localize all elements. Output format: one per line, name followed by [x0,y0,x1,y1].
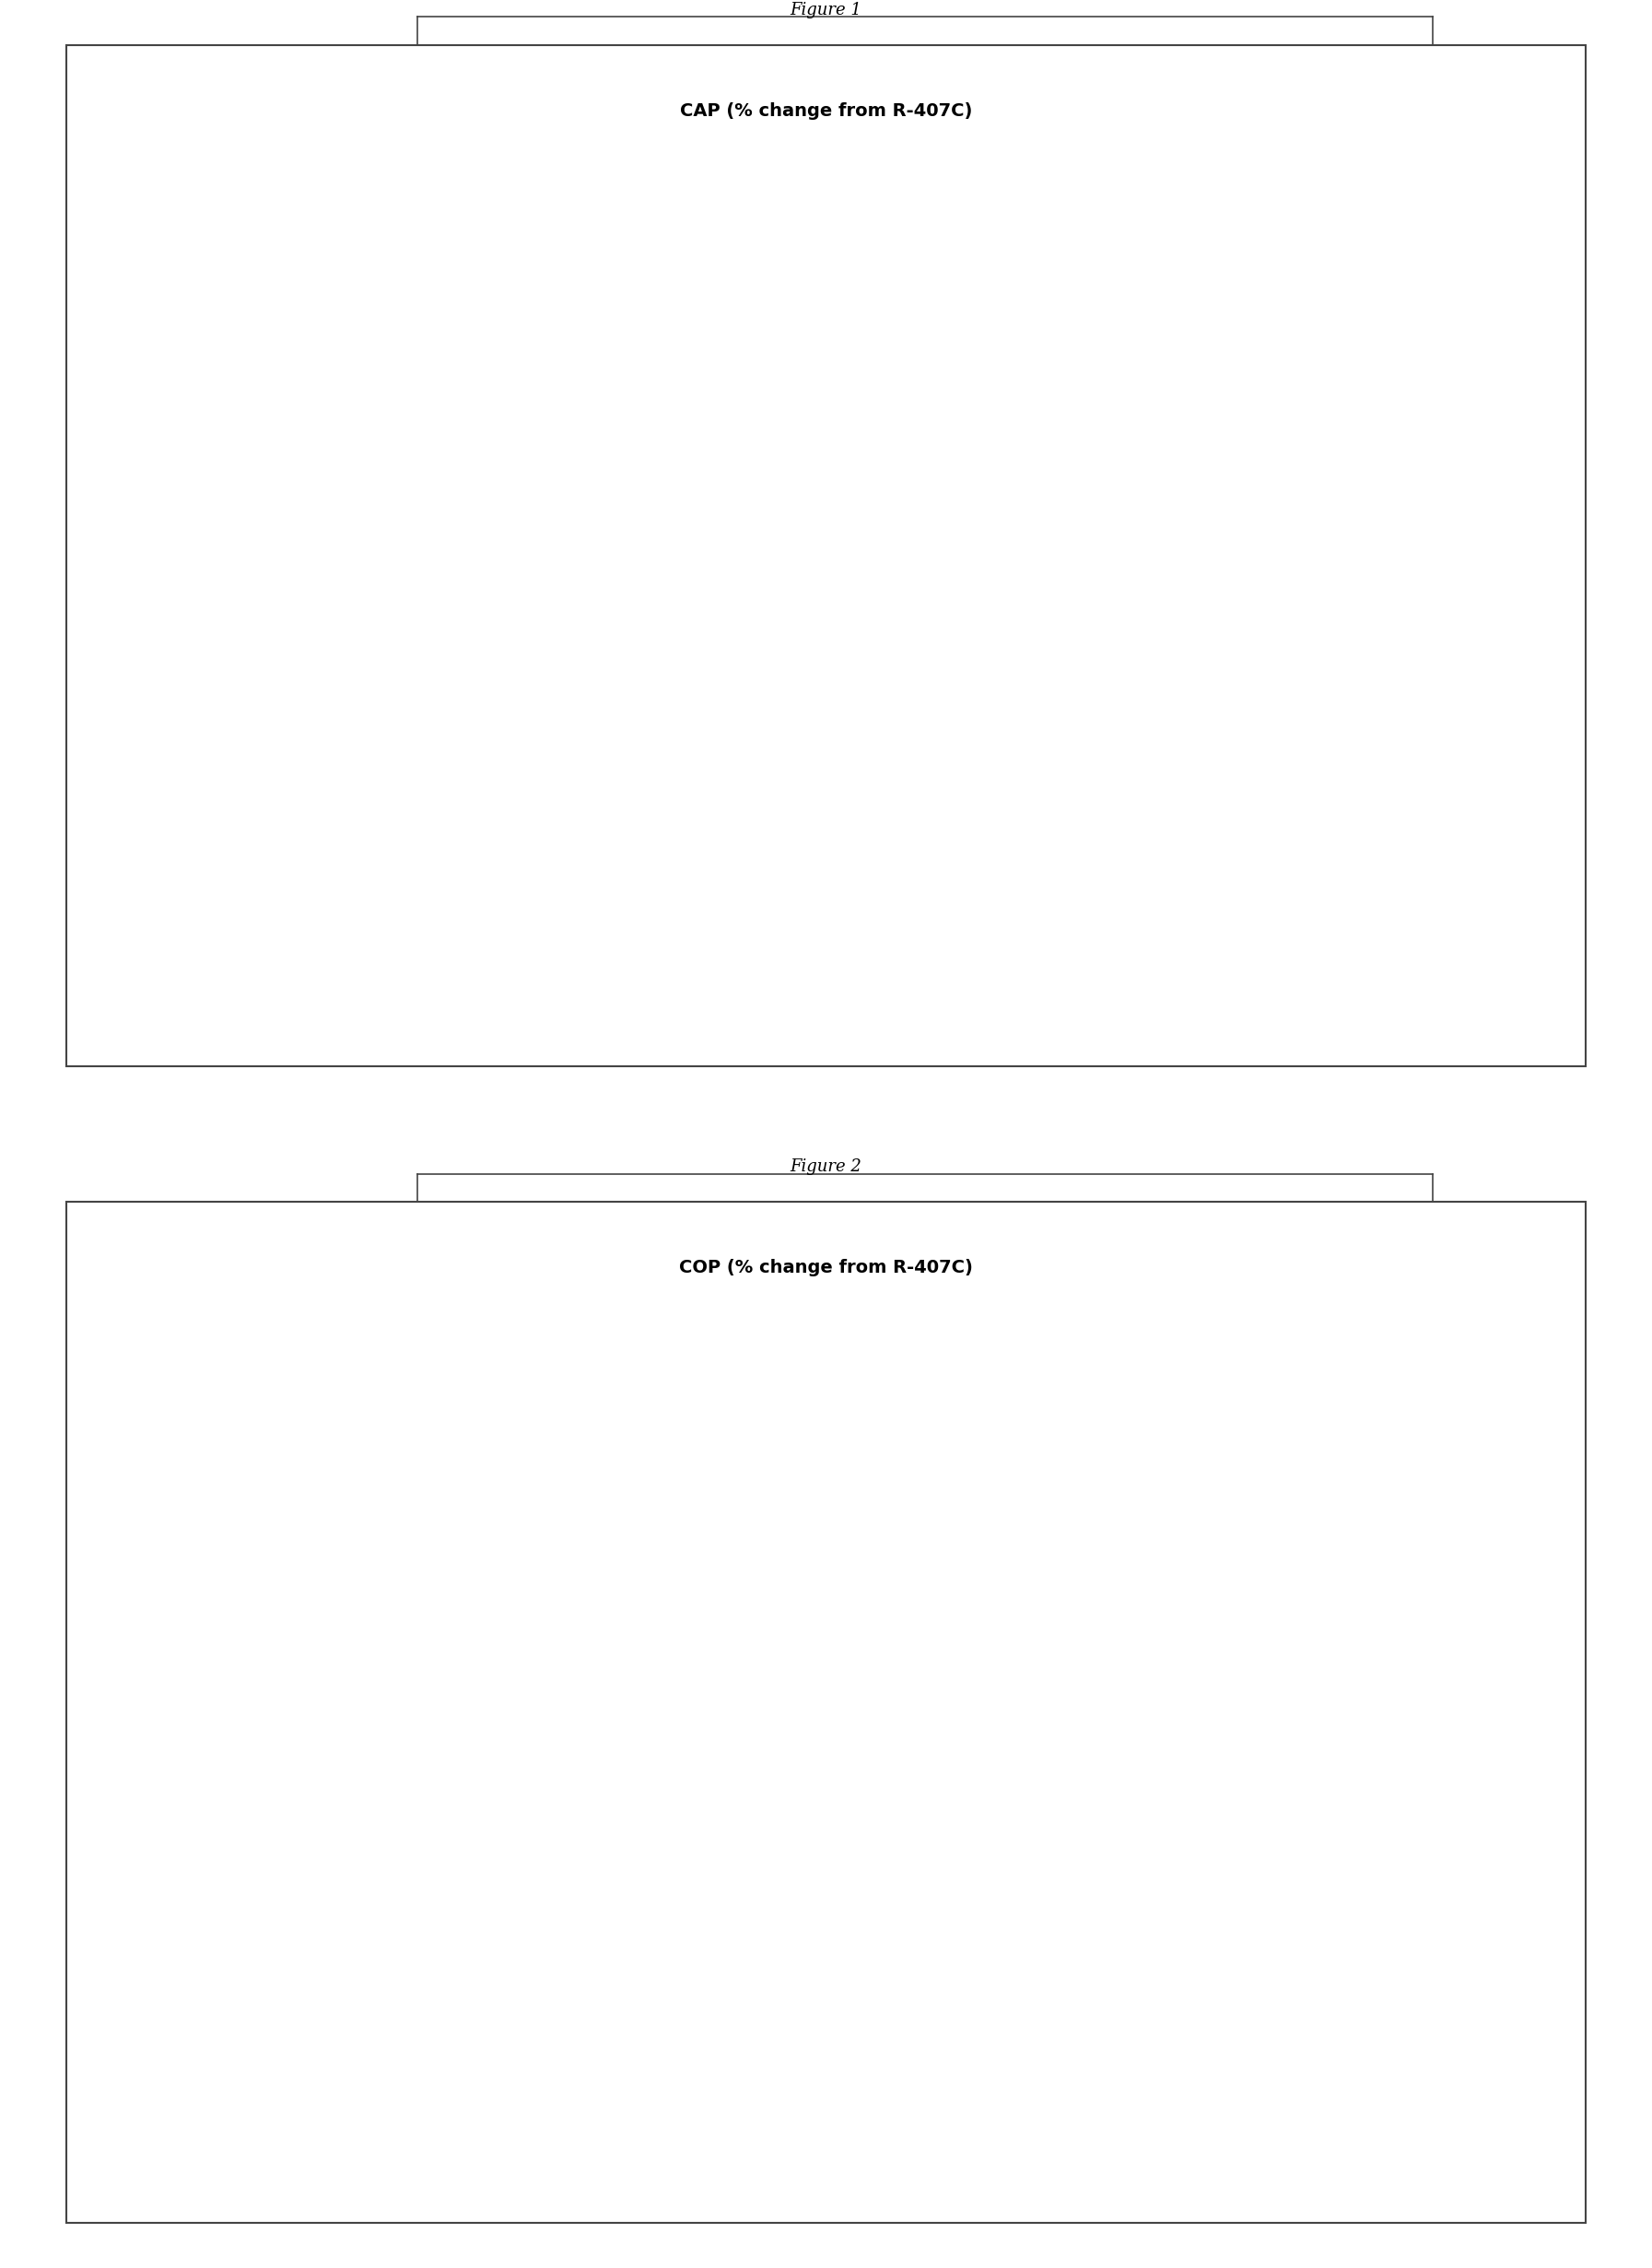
Text: CAP (% change from R-407C): CAP (% change from R-407C) [679,102,973,120]
Text: 427A: 427A [248,1737,282,1751]
X-axis label: Box Temperature: Box Temperature [851,2109,998,2125]
-438A [487,415,507,442]
Text: Figure 2: Figure 2 [790,1159,862,1175]
-422D [487,1692,507,1719]
Text: 427A: 427A [248,581,282,594]
427A [890,349,910,376]
427A [487,1399,507,1427]
Ex. 7 [1294,1492,1313,1520]
Text: 5.0%: 5.0% [1452,1354,1485,1365]
427A [1294,1399,1313,1427]
Line: 427A: 427A [492,1408,1308,1486]
-438A [1294,442,1313,469]
-422D [1294,773,1313,801]
Line: 427A: 427A [492,238,1308,367]
-438A [890,481,910,508]
Text: -15.0%: -15.0% [1452,1885,1498,1898]
Line: Ex. 7: Ex. 7 [491,129,1310,329]
Text: -10.0%: -10.0% [1452,1753,1498,1765]
Line: -438A: -438A [492,424,1308,501]
Text: -20.0%: -20.0% [1452,862,1497,873]
Text: 10.0%: 10.0% [1452,64,1493,77]
Text: -5.0%: -5.0% [1452,1619,1490,1633]
Ex. 7 [890,270,910,297]
Text: -438A: -438A [248,1835,287,1848]
Text: -10.0%: -10.0% [1452,596,1498,608]
Text: -438A: -438A [248,678,287,692]
Text: 0.0%: 0.0% [1452,1486,1485,1499]
427A [890,1465,910,1492]
Ex. 7 [890,1465,910,1492]
-422D [487,442,507,469]
-438A [487,1506,507,1533]
Text: -422D: -422D [248,485,287,497]
Text: COP (% change from R-407C): COP (% change from R-407C) [679,1259,973,1277]
Text: -20.0%: -20.0% [1452,2019,1497,2030]
Line: -422D: -422D [492,451,1308,794]
427A [487,229,507,256]
-422D [1294,1730,1313,1758]
Text: -422D: -422D [248,1642,287,1653]
Text: -15.0%: -15.0% [1452,728,1498,742]
Line: -422D: -422D [492,1701,1308,1751]
Text: -5.0%: -5.0% [1452,463,1490,476]
-422D [890,587,910,615]
Ex. 7 [1294,308,1313,336]
Line: Ex. 7: Ex. 7 [491,1379,1310,1513]
Text: Ex. 7: Ex. 7 [248,1932,281,1946]
Ex. 7 [487,1372,507,1399]
X-axis label: Box Temperature: Box Temperature [851,953,998,968]
Ex. 7 [487,122,507,150]
-438A [1294,1465,1313,1492]
427A [1294,336,1313,363]
-422D [890,1706,910,1733]
Line: -438A: -438A [492,1474,1308,1524]
Text: Figure 1: Figure 1 [790,2,862,18]
Text: 5.0%: 5.0% [1452,197,1485,209]
-438A [890,1479,910,1506]
Text: 0.0%: 0.0% [1452,329,1485,342]
Text: 10.0%: 10.0% [1452,1220,1493,1234]
Text: Ex. 7: Ex. 7 [248,776,281,789]
